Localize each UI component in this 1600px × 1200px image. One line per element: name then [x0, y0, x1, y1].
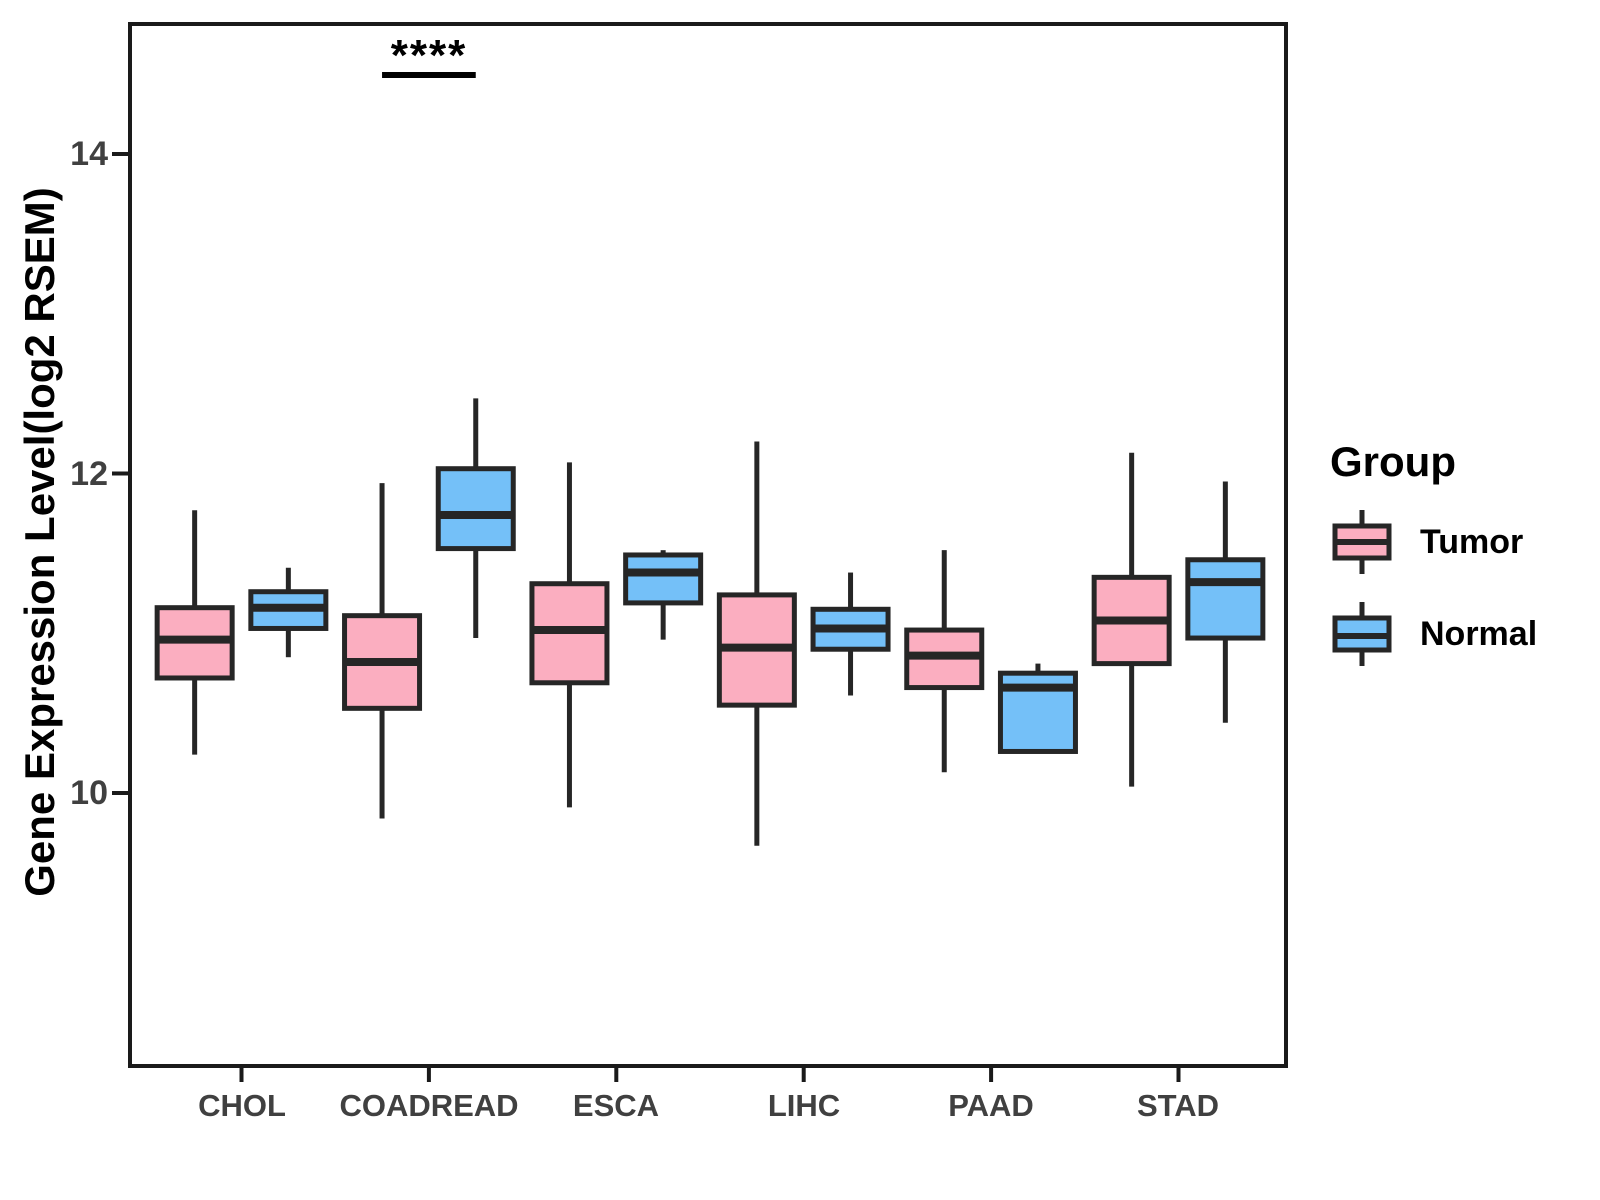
boxplot-marks — [112, 72, 1266, 1082]
y-axis-tick-label: 14 — [70, 135, 108, 173]
tumor-boxplot-glyph-icon — [1332, 510, 1392, 574]
legend-item-tumor: Tumor — [1330, 506, 1537, 578]
x-axis-label-chol: CHOL — [198, 1088, 286, 1123]
legend: Group Tumor Normal — [1330, 438, 1537, 670]
x-axis-label-lihc: LIHC — [767, 1088, 841, 1123]
x-axis-label-paad: PAAD — [948, 1088, 1034, 1123]
legend-label-normal: Normal — [1420, 614, 1538, 653]
box-COADREAD-Normal — [435, 466, 516, 552]
box-STAD-Normal — [1185, 557, 1266, 641]
panel-border — [128, 22, 1288, 1068]
y-axis-tick-label: 12 — [70, 455, 108, 493]
significance-stars: **** — [390, 31, 468, 80]
legend-label-tumor: Tumor — [1420, 522, 1524, 561]
legend-item-normal: Normal — [1330, 598, 1537, 670]
y-axis-tick-label: 10 — [70, 774, 108, 812]
x-axis-label-esca: ESCA — [572, 1088, 660, 1123]
x-axis-label-stad: STAD — [1136, 1088, 1220, 1123]
box-ESCA-Normal — [623, 552, 704, 606]
legend-title: Group — [1330, 438, 1456, 485]
x-axis-label-coadread: COADREAD — [339, 1088, 519, 1123]
normal-boxplot-glyph-icon — [1332, 602, 1392, 666]
